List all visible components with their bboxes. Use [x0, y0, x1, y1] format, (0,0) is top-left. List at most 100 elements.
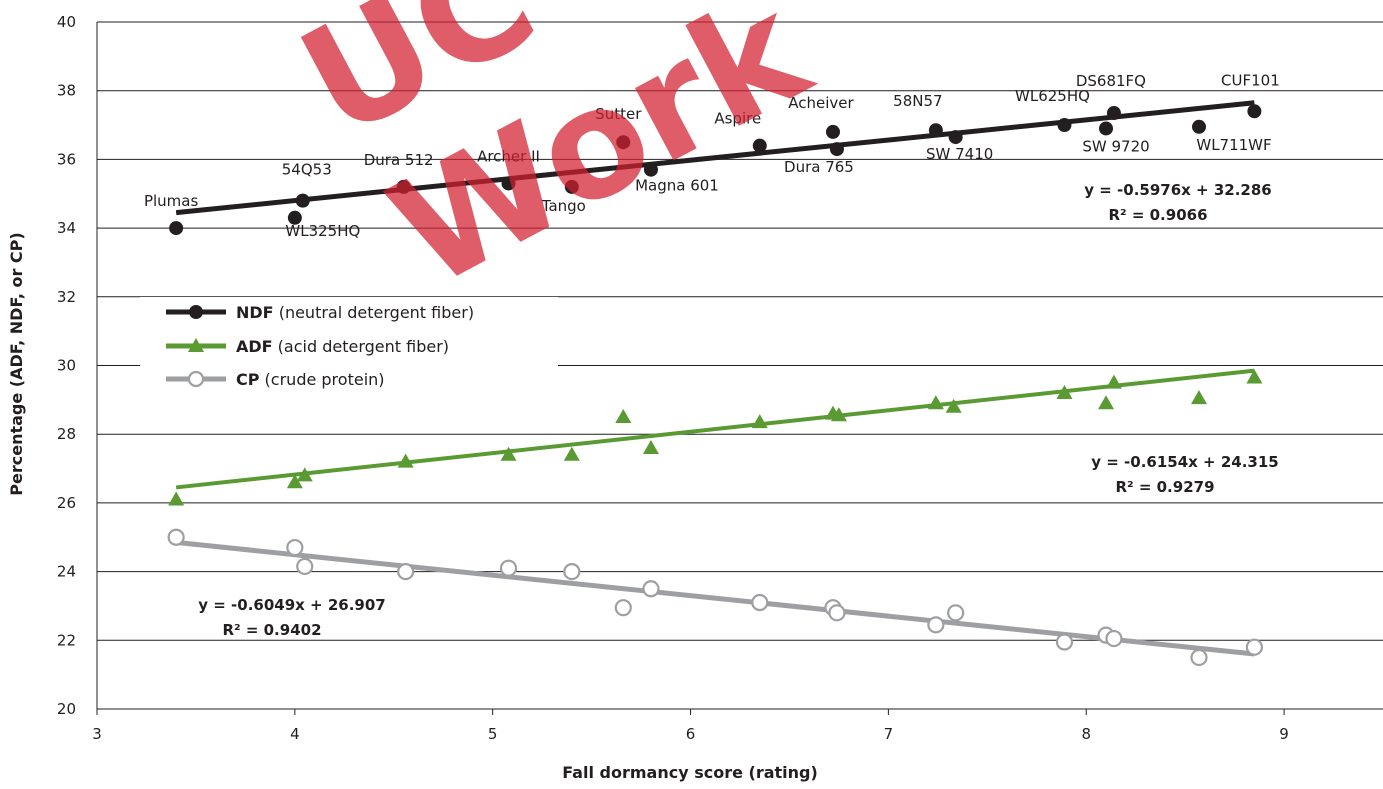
y-tick-label: 20: [57, 700, 76, 718]
legend-item-ndf: NDF (neutral detergent fiber): [166, 303, 474, 322]
marker-ndf: [1247, 104, 1262, 119]
legend-ndf-abbr: NDF: [236, 303, 274, 322]
point-label: 58N57: [893, 92, 942, 110]
point-label: WL325HQ: [285, 222, 360, 240]
marker-adf: [397, 453, 414, 468]
point-label: Aspire: [714, 110, 761, 128]
legend-item-adf: ADF (acid detergent fiber): [166, 337, 449, 356]
r2-cp-text: R² = 0.9402: [222, 621, 321, 639]
trend-line-adf: [175, 368, 1255, 490]
marker-ndf: [396, 179, 411, 194]
legend-item-cp: CP (crude protein): [166, 370, 385, 389]
y-tick-label: 30: [57, 357, 76, 375]
svg-text:CP (crude protein): CP (crude protein): [236, 370, 385, 389]
equation-adf-text: y = -0.6154x + 24.315: [1091, 453, 1278, 471]
marker-cp: [642, 580, 660, 598]
marker-cp: [286, 538, 304, 557]
y-tick-labels: 20 22 24 26 28 30 32 34 36 38 40: [57, 13, 76, 718]
marker-cp: [563, 562, 581, 581]
marker-ndf: [287, 210, 302, 225]
marker-adf: [500, 446, 517, 461]
point-label: Plumas: [144, 192, 199, 210]
marker-ndf: [928, 123, 943, 138]
trend-lines: [175, 100, 1255, 657]
r2-ndf-text: R² = 0.9066: [1108, 206, 1207, 224]
marker-cp: [947, 604, 965, 622]
marker-cp: [167, 528, 185, 546]
point-label: 54Q53: [282, 161, 332, 179]
marker-ndf: [169, 221, 184, 236]
point-label: Dura 512: [364, 151, 434, 169]
point-label: Dura 765: [784, 158, 854, 176]
data-markers: [167, 104, 1264, 667]
x-tick-label: 8: [1081, 725, 1091, 743]
legend-ndf-marker: [189, 305, 203, 319]
marker-adf: [927, 395, 944, 410]
legend-ndf-desc: (neutral detergent fiber): [274, 303, 474, 322]
marker-adf: [296, 467, 313, 482]
equation-ndf-text: y = -0.5976x + 32.286: [1084, 181, 1271, 199]
watermark: UC Work: [275, 0, 835, 322]
marker-ndf: [501, 176, 516, 191]
y-tick-label: 22: [57, 631, 76, 649]
legend-adf-marker: [188, 338, 204, 352]
point-label: Tango: [541, 197, 586, 215]
marker-adf: [945, 398, 962, 413]
marker-adf: [1191, 390, 1208, 405]
marker-adf: [751, 414, 768, 429]
marker-adf: [563, 446, 580, 461]
marker-ndf: [1192, 119, 1207, 134]
equation-cp-text: y = -0.6049x + 26.907: [198, 596, 385, 614]
marker-cp: [614, 599, 632, 617]
y-tick-label: 38: [57, 82, 76, 100]
point-label: Acheiver: [788, 94, 854, 112]
marker-cp: [1105, 629, 1123, 648]
marker-ndf: [1057, 118, 1072, 133]
point-label: CUF101: [1221, 71, 1280, 89]
point-label: WL625HQ: [1015, 87, 1090, 105]
marker-cp: [296, 557, 314, 576]
x-tick-label: 3: [92, 725, 102, 743]
x-tick-label: 5: [488, 725, 498, 743]
point-labels: Plumas WL325HQ 54Q53 Dura 512 Archer II Tango…: [144, 71, 1280, 239]
point-label: Archer II: [477, 147, 540, 165]
marker-adf: [1098, 395, 1115, 410]
svg-text:ADF (acid detergent fiber): ADF (acid detergent fiber): [236, 337, 449, 356]
y-axis-title: Percentage (ADF, NDF, or CP): [7, 232, 26, 495]
legend-cp-desc: (crude protein): [259, 370, 384, 389]
trend-line-ndf: [175, 100, 1255, 216]
trend-line-cp: [175, 539, 1255, 657]
marker-adf: [830, 407, 847, 422]
marker-ndf: [295, 193, 310, 208]
r2-adf-text: R² = 0.9279: [1115, 478, 1214, 496]
equation-cp: y = -0.6049x + 26.907 R² = 0.9402: [198, 596, 385, 639]
marker-cp: [397, 562, 415, 581]
marker-ndf: [948, 130, 963, 145]
marker-cp: [499, 559, 518, 577]
marker-adf: [642, 439, 659, 454]
equation-ndf: y = -0.5976x + 32.286 R² = 0.9066: [1084, 181, 1271, 224]
legend-adf-abbr: ADF: [236, 337, 273, 356]
x-tick-label: 4: [290, 725, 300, 743]
legend-adf-desc: (acid detergent fiber): [273, 337, 449, 356]
point-label: SW 9720: [1082, 137, 1149, 155]
marker-cp: [751, 593, 769, 612]
legend: NDF (neutral detergent fiber) ADF (acid …: [140, 297, 558, 417]
marker-cp: [927, 616, 945, 634]
marker-adf: [168, 491, 185, 506]
y-tick-label: 36: [57, 150, 76, 168]
marker-ndf: [1099, 121, 1114, 136]
marker-adf: [286, 474, 303, 489]
svg-text:NDF (neutral detergent fiber): NDF (neutral detergent fiber): [236, 303, 474, 322]
x-tick-labels: 3 4 5 6 7 8 9: [92, 709, 1289, 743]
legend-cp-abbr: CP: [236, 370, 260, 389]
marker-ndf: [1106, 106, 1121, 121]
point-label: DS681FQ: [1076, 72, 1146, 90]
marker-adf: [1056, 384, 1073, 399]
marker-adf: [615, 409, 632, 424]
marker-adf: [1105, 374, 1122, 389]
y-tick-label: 34: [57, 219, 76, 237]
point-label: WL711WF: [1196, 136, 1271, 154]
axes: [96, 22, 1383, 710]
